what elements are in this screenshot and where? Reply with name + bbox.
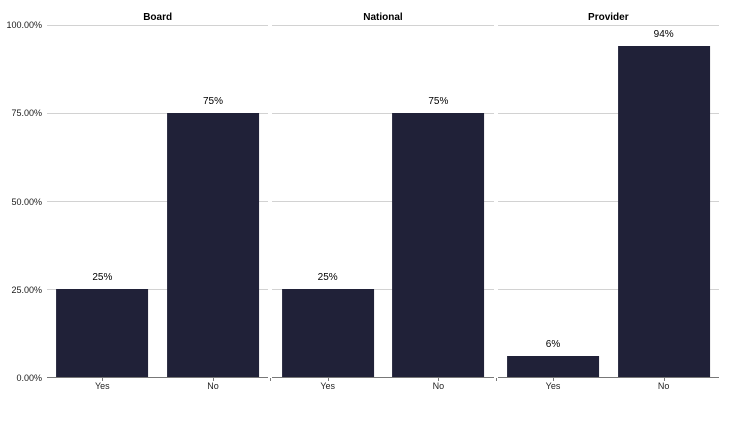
gridline [47, 201, 269, 202]
bar [281, 289, 374, 377]
y-axis-tick-label: 100.00% [6, 20, 42, 30]
bar-value-label: 6% [545, 338, 561, 350]
plot-area: Board 25% Yes 75% No National 25% Yes 75% No Provi… [47, 12, 719, 391]
bar-value-label: 75% [203, 96, 224, 107]
panel-title: Board [143, 12, 173, 23]
axis-tick [438, 378, 440, 381]
category-band: 25% Yes [272, 25, 383, 391]
y-axis-tick-label: 50.00% [11, 196, 42, 207]
bar [167, 113, 259, 377]
category-band: 25% Yes [47, 25, 158, 391]
gridline [47, 289, 269, 290]
bar-value-label: 94% [653, 29, 674, 41]
y-axis-tick-label: 25.00% [11, 284, 42, 295]
bar-value-label: 25% [317, 272, 338, 283]
gridline [272, 201, 494, 202]
category-band: 94% No [608, 25, 719, 391]
x-axis-category-label: No [207, 381, 219, 391]
gridline [47, 25, 269, 26]
x-axis-category-label: No [432, 381, 445, 391]
gridline [47, 113, 269, 114]
bar [392, 113, 485, 377]
gridline [497, 289, 719, 290]
bar [56, 289, 149, 377]
gridline [272, 25, 494, 26]
gridline [497, 25, 719, 26]
category-band: 6% Yes [498, 25, 609, 391]
bar-value-label: 25% [92, 272, 113, 283]
y-axis-tick-label: 0.00% [16, 373, 42, 383]
axis-tick [327, 378, 329, 381]
gridline [272, 113, 494, 114]
x-axis-category-label: Yes [94, 381, 110, 391]
bar [507, 355, 599, 377]
bar-group: 25% Yes 75% No [47, 25, 269, 391]
panel-national: National 25% Yes 75% No [272, 12, 497, 391]
axis-tick [663, 378, 665, 381]
gridline [497, 113, 719, 114]
panel-provider: Provider 6% Yes 94% No [497, 12, 719, 391]
bar-group: 25% Yes 75% No [272, 25, 494, 391]
category-band: 75% No [158, 25, 269, 391]
y-axis: 100.00% 75.00% 50.00% 25.00% 0.00% [0, 20, 42, 383]
category-band: 75% No [383, 25, 494, 391]
x-axis-category-label: Yes [545, 381, 561, 391]
panel-title: National [363, 12, 403, 23]
axis-tick [213, 378, 214, 381]
panel-board: Board 25% Yes 75% No [47, 12, 272, 391]
x-axis-category-label: Yes [320, 381, 335, 391]
axis-tick [552, 378, 554, 381]
y-axis-tick-label: 75.00% [11, 108, 42, 119]
axis-tick [102, 378, 104, 381]
gridline [272, 289, 494, 290]
bar [617, 46, 710, 377]
gridline [497, 201, 719, 202]
bar-group: 6% Yes 94% No [498, 25, 719, 391]
bar-value-label: 75% [428, 96, 449, 107]
x-axis-category-label: No [657, 381, 670, 391]
panel-title: Provider [588, 12, 629, 23]
